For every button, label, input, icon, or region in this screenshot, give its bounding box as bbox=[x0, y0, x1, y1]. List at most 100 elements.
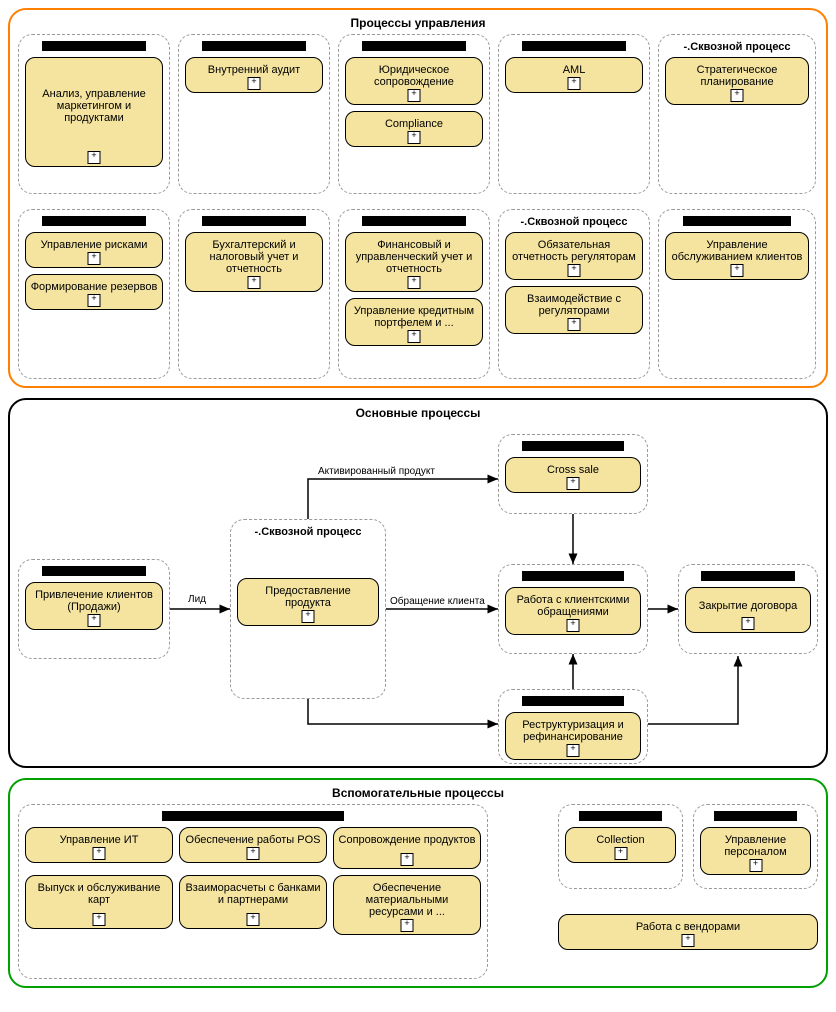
process-box: Cross sale bbox=[505, 457, 641, 493]
process-box: Compliance bbox=[345, 111, 483, 147]
process-box: Юридическое сопровождение bbox=[345, 57, 483, 105]
group: Collection bbox=[558, 804, 683, 889]
process-box: Выпуск и обслуживание карт bbox=[25, 875, 173, 929]
group: Закрытие договора bbox=[678, 564, 818, 654]
box-label: Управление кредитным портфелем и ... bbox=[354, 305, 474, 329]
box-label: Реструктуризация и рефинансирование bbox=[522, 719, 624, 743]
expand-icon[interactable] bbox=[88, 614, 101, 627]
group-bar bbox=[42, 566, 146, 576]
process-box: Взаимодействие с регуляторами bbox=[505, 286, 643, 334]
section-support: Вспомогательные процессы Управление ИТ О… bbox=[8, 778, 828, 988]
box-label: Обязательная отчетность регуляторам bbox=[512, 239, 636, 263]
expand-icon[interactable] bbox=[408, 276, 421, 289]
group-bar bbox=[162, 811, 344, 821]
expand-icon[interactable] bbox=[567, 619, 580, 632]
process-box: Работа с вендорами bbox=[558, 914, 818, 950]
group-bar bbox=[42, 216, 146, 226]
process-box: Управление персоналом bbox=[700, 827, 811, 875]
section-main: Основные процессы Лид А bbox=[8, 398, 828, 768]
expand-icon[interactable] bbox=[401, 853, 414, 866]
box-label: Управление ИТ bbox=[60, 834, 139, 846]
group: Управление рисками Формирование резервов bbox=[18, 209, 170, 379]
expand-icon[interactable] bbox=[302, 610, 315, 623]
group-label: -.Сквозной процесс bbox=[505, 216, 643, 228]
box-label: Анализ, управление маркетингом и продукт… bbox=[42, 88, 145, 124]
group-bar bbox=[701, 571, 796, 581]
expand-icon[interactable] bbox=[248, 276, 261, 289]
expand-icon[interactable] bbox=[749, 859, 762, 872]
expand-icon[interactable] bbox=[731, 264, 744, 277]
box-label: Управление персоналом bbox=[724, 834, 786, 858]
group: Привлечение клиентов (Продажи) bbox=[18, 559, 170, 659]
box-label: Обеспечение материальными ресурсами и ..… bbox=[366, 882, 449, 918]
group: -.Сквозной процесс Предоставление продук… bbox=[230, 519, 386, 699]
expand-icon[interactable] bbox=[93, 847, 106, 860]
box-label: Collection bbox=[596, 834, 644, 846]
process-box: Внутренний аудит bbox=[185, 57, 323, 93]
expand-icon[interactable] bbox=[247, 913, 260, 926]
box-label: Управление обслуживанием клиентов bbox=[672, 239, 803, 263]
group: Управление ИТ Обеспечение работы POS Соп… bbox=[18, 804, 488, 979]
section-title: Вспомогательные процессы bbox=[18, 786, 818, 800]
box-label: Внутренний аудит bbox=[208, 64, 300, 76]
group-bar bbox=[362, 41, 466, 51]
expand-icon[interactable] bbox=[408, 330, 421, 343]
expand-icon[interactable] bbox=[93, 913, 106, 926]
box-label: Compliance bbox=[385, 118, 443, 130]
expand-icon[interactable] bbox=[614, 847, 627, 860]
box-label: Финансовый и управленческий учет и отчет… bbox=[356, 239, 473, 275]
expand-icon[interactable] bbox=[567, 477, 580, 490]
group: Юридическое сопровождение Compliance bbox=[338, 34, 490, 194]
expand-icon[interactable] bbox=[88, 151, 101, 164]
group-bar bbox=[683, 216, 791, 226]
group: Работа с клиентскими обращениями bbox=[498, 564, 648, 654]
expand-icon[interactable] bbox=[731, 89, 744, 102]
box-label: Стратегическое планирование bbox=[697, 64, 778, 88]
group: Бухгалтерский и налоговый учет и отчетно… bbox=[178, 209, 330, 379]
box-label: Взаимодействие с регуляторами bbox=[527, 293, 621, 317]
group-bar bbox=[522, 571, 624, 581]
group-bar bbox=[522, 441, 624, 451]
box-label: Формирование резервов bbox=[31, 281, 158, 293]
group: Управление обслуживанием клиентов bbox=[658, 209, 816, 379]
expand-icon[interactable] bbox=[408, 131, 421, 144]
expand-icon[interactable] bbox=[568, 77, 581, 90]
group: -.Сквозной процесс Обязательная отчетнос… bbox=[498, 209, 650, 379]
expand-icon[interactable] bbox=[567, 744, 580, 757]
group: AML bbox=[498, 34, 650, 194]
expand-icon[interactable] bbox=[408, 89, 421, 102]
expand-icon[interactable] bbox=[568, 264, 581, 277]
process-box: Сопровождение продуктов bbox=[333, 827, 481, 869]
box-label: Обеспечение работы POS bbox=[186, 834, 321, 846]
expand-icon[interactable] bbox=[742, 617, 755, 630]
section-management: Процессы управления Анализ, управление м… bbox=[8, 8, 828, 388]
group-bar bbox=[714, 811, 797, 821]
box-label: Привлечение клиентов (Продажи) bbox=[35, 589, 153, 613]
expand-icon[interactable] bbox=[88, 252, 101, 265]
expand-icon[interactable] bbox=[88, 294, 101, 307]
expand-icon[interactable] bbox=[682, 934, 695, 947]
group: Анализ, управление маркетингом и продукт… bbox=[18, 34, 170, 194]
box-label: Взаиморасчеты с банками и партнерами bbox=[185, 882, 320, 906]
process-box: Управление обслуживанием клиентов bbox=[665, 232, 809, 280]
group-bar bbox=[522, 696, 624, 706]
box-label: Cross sale bbox=[547, 464, 599, 476]
process-box: Обеспечение материальными ресурсами и ..… bbox=[333, 875, 481, 935]
process-box: Предоставление продукта bbox=[237, 578, 379, 626]
box-label: Предоставление продукта bbox=[265, 585, 350, 609]
process-box: Collection bbox=[565, 827, 676, 863]
group: Реструктуризация и рефинансирование bbox=[498, 689, 648, 764]
box-label: Бухгалтерский и налоговый учет и отчетно… bbox=[210, 239, 299, 275]
section-title: Процессы управления bbox=[18, 16, 818, 30]
process-box: AML bbox=[505, 57, 643, 93]
process-box: Управление кредитным портфелем и ... bbox=[345, 298, 483, 346]
expand-icon[interactable] bbox=[568, 318, 581, 331]
expand-icon[interactable] bbox=[248, 77, 261, 90]
expand-icon[interactable] bbox=[401, 919, 414, 932]
process-box: Закрытие договора bbox=[685, 587, 811, 633]
expand-icon[interactable] bbox=[247, 847, 260, 860]
process-box: Обеспечение работы POS bbox=[179, 827, 327, 863]
group-label: -.Сквозной процесс bbox=[237, 526, 379, 538]
process-box: Реструктуризация и рефинансирование bbox=[505, 712, 641, 760]
box-label: AML bbox=[563, 64, 586, 76]
